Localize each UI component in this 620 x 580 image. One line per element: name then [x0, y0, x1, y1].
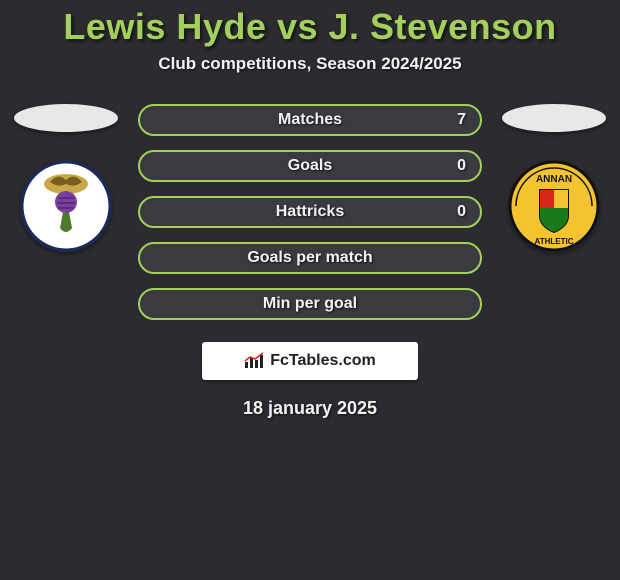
subtitle: Club competitions, Season 2024/2025 — [0, 54, 620, 74]
stat-bar-goals: Goals 0 — [138, 150, 482, 182]
svg-text:ATHLETIC: ATHLETIC — [535, 237, 574, 246]
stat-label: Min per goal — [263, 295, 357, 313]
left-player-col — [12, 104, 120, 252]
stat-value-right: 0 — [457, 203, 466, 221]
stat-label: Goals per match — [247, 249, 372, 267]
left-club-badge — [20, 160, 112, 252]
shield-icon — [20, 160, 112, 252]
right-player-col: ANNAN ATHLETIC — [500, 104, 608, 252]
date-label: 18 january 2025 — [0, 398, 620, 419]
left-player-silhouette — [14, 104, 118, 132]
stat-value-right: 7 — [457, 111, 466, 129]
stat-bars: Matches 7 Goals 0 Hattricks 0 Goals per … — [138, 104, 482, 320]
svg-text:ANNAN: ANNAN — [536, 174, 572, 185]
main-row: Matches 7 Goals 0 Hattricks 0 Goals per … — [0, 104, 620, 320]
stat-bar-matches: Matches 7 — [138, 104, 482, 136]
shield-icon: ANNAN ATHLETIC — [508, 160, 600, 252]
stat-label: Hattricks — [276, 203, 344, 221]
right-club-badge: ANNAN ATHLETIC — [508, 160, 600, 252]
comparison-card: Lewis Hyde vs J. Stevenson Club competit… — [0, 0, 620, 419]
stat-label: Goals — [288, 157, 332, 175]
right-player-silhouette — [502, 104, 606, 132]
stat-bar-gpm: Goals per match — [138, 242, 482, 274]
watermark-text: FcTables.com — [270, 352, 376, 370]
page-title: Lewis Hyde vs J. Stevenson — [0, 6, 620, 48]
stat-value-right: 0 — [457, 157, 466, 175]
bar-chart-icon — [244, 352, 266, 370]
stat-bar-mpg: Min per goal — [138, 288, 482, 320]
watermark: FcTables.com — [202, 342, 418, 380]
stat-label: Matches — [278, 111, 342, 129]
stat-bar-hattricks: Hattricks 0 — [138, 196, 482, 228]
